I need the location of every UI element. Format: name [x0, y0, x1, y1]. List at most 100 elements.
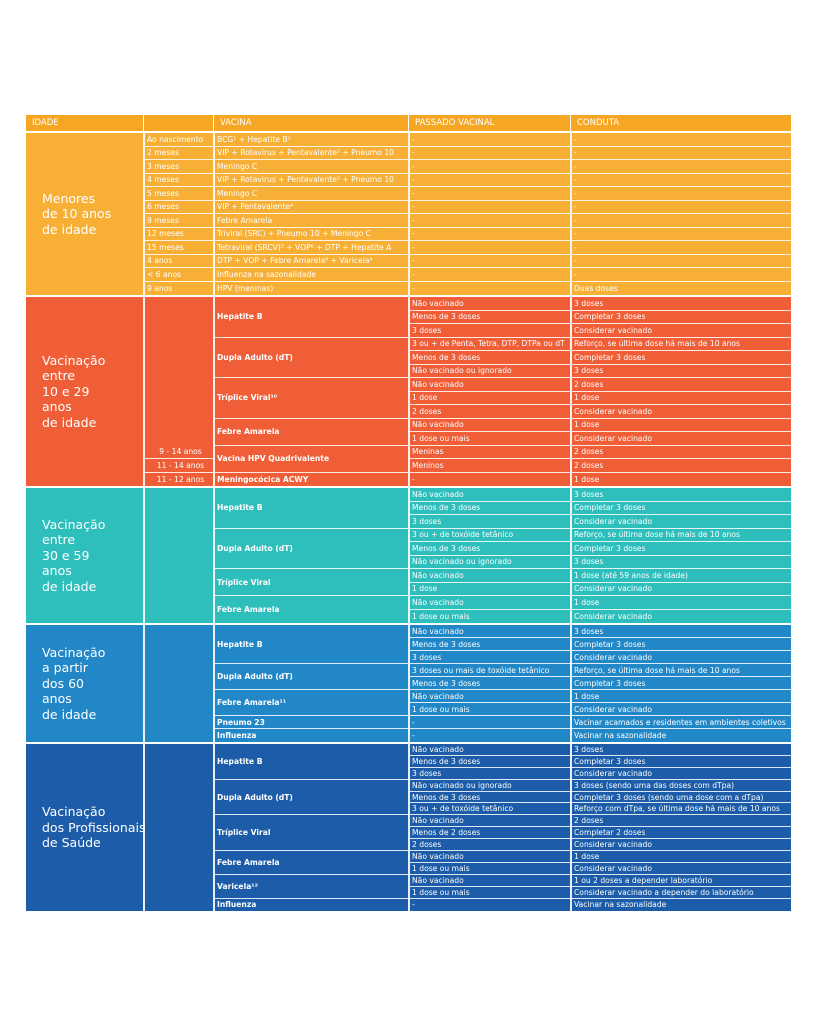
conduta-cell: Completar 3 doses	[571, 502, 791, 515]
conduta-cell: Considerar vacinado	[571, 583, 791, 596]
section-title-line: 10 e 29	[42, 383, 90, 399]
conduta-cell: 1 dose	[571, 690, 791, 703]
conduta-cell: Considerar vacinado	[571, 703, 791, 716]
conduta-cell: -	[571, 147, 791, 160]
passado-cell: Não vacinado	[409, 569, 571, 583]
age-cell: 5 meses	[144, 187, 214, 201]
passado-cell: -	[409, 228, 571, 241]
passado-cell: Não vacinado	[409, 297, 571, 311]
section-title-line: Vacinação	[42, 352, 106, 368]
age-cell: 4 anos	[144, 255, 214, 268]
section-title-line: 30 e 59	[42, 547, 90, 563]
column-divider	[143, 744, 145, 911]
section-title-line: entre	[42, 368, 76, 384]
passado-cell: 3 doses ou mais de toxóide tetânico	[409, 664, 571, 677]
conduta-cell: 1 dose (até 59 anos de idade)	[571, 569, 791, 583]
section-title-line: anos	[42, 563, 72, 579]
conduta-cell: Completar 3 doses	[571, 677, 791, 690]
conduta-cell: -	[571, 255, 791, 268]
section-title-line: de idade	[42, 221, 97, 237]
header-idade-spacer	[144, 115, 214, 131]
age-cell: 15 meses	[144, 241, 214, 255]
section-title-line: Vacinação	[42, 644, 106, 660]
conduta-cell: Completar 3 doses (sendo uma dose com a …	[571, 792, 791, 804]
vaccine-cell: Dupla Adulto (dT)	[214, 338, 409, 378]
vaccine-cell: Hepatite B	[214, 625, 409, 664]
vaccine-cell: Triviral (SRC) + Pneumo 10 + Meningo C	[214, 228, 409, 241]
section-title-line: a partir	[42, 660, 88, 676]
section-title-line: anos	[42, 399, 72, 415]
conduta-cell: 3 doses	[571, 625, 791, 638]
passado-cell: -	[409, 716, 571, 729]
passado-cell: 3 ou + de toxóide tetânico	[409, 804, 571, 816]
vaccine-cell: Pneumo 23	[214, 716, 409, 729]
section-title-line: de idade	[42, 578, 97, 594]
passado-cell: -	[412, 474, 415, 484]
section-title-line: dos 60	[42, 675, 84, 691]
conduta-cell: Considerar vacinado	[574, 611, 652, 621]
conduta-cell: -	[571, 228, 791, 241]
column-divider	[570, 488, 572, 623]
age-cell: 6 meses	[144, 201, 214, 214]
conduta-cell: Reforço, se última dose há mais de 10 an…	[571, 664, 791, 677]
section-menores: Menores de 10 anos de idade Ao nascimento BC…	[26, 133, 791, 295]
conduta-cell: 3 doses	[571, 744, 791, 756]
age-cell: 3 meses	[144, 160, 214, 174]
vaccine-cell: Febre Amarela	[214, 419, 409, 446]
vaccine-cell: Varicela¹²	[214, 875, 409, 899]
section-title-line: de 10 anos	[42, 206, 112, 222]
conduta-cell: Reforço com dTpa, se última dose há mais…	[571, 804, 791, 816]
header-vacina: VACINA	[214, 115, 409, 131]
age-cell: 11 - 12 anos	[156, 474, 205, 484]
conduta-cell: 1 dose	[571, 596, 791, 610]
section-title-line: de idade	[42, 414, 97, 430]
conduta-cell: 2 doses	[571, 446, 791, 459]
vaccine-cell: BCG¹ + Hepatite B²	[214, 133, 409, 147]
column-divider	[408, 625, 410, 742]
passado-cell: Meninos	[409, 459, 571, 473]
passado-cell: Não vacinado	[409, 851, 571, 863]
column-divider	[408, 133, 410, 295]
conduta-cell: Considerar vacinado	[571, 651, 791, 664]
conduta-cell: Considerar vacinado	[571, 863, 791, 875]
section-profissionais: Vacinação dos Profissionais de Saúde Hepati…	[26, 744, 791, 911]
vaccine-cell: Tetraviral (SRCV)⁵ + VOP⁶ + DTP + Hepati…	[214, 241, 409, 255]
conduta-cell: Completar 3 doses	[571, 311, 791, 324]
table-body: Menores de 10 anos de idade Ao nascimento BC…	[26, 133, 791, 911]
conduta-cell: -	[571, 174, 791, 187]
vaccine-cell: Influenza	[217, 900, 257, 910]
section-title-line: entre	[42, 532, 76, 548]
passado-cell: Menos de 3 doses	[409, 638, 571, 651]
passado-cell: 1 dose	[409, 392, 571, 405]
passado-cell: -	[409, 201, 571, 214]
conduta-cell: -	[571, 201, 791, 214]
passado-cell: Menos de 3 doses	[409, 677, 571, 690]
vaccine-cell: Tríplice Viral¹⁰	[214, 378, 409, 419]
age-cell: 9 - 14 anos	[144, 446, 214, 459]
section-title-line: Vacinação	[42, 804, 106, 820]
passado-cell: 1 dose ou mais	[409, 887, 571, 899]
passado-cell: -	[409, 241, 571, 255]
conduta-cell: -	[571, 160, 791, 174]
vaccination-table: IDADE VACINA PASSADO VACINAL CONDUTA Men…	[26, 115, 791, 913]
conduta-cell: -	[571, 214, 791, 228]
passado-cell: -	[412, 731, 415, 740]
column-divider	[408, 488, 410, 623]
age-cell: 9 anos	[147, 283, 173, 293]
passado-cell: 3 doses	[409, 651, 571, 664]
header-passado-vacinal: PASSADO VACINAL	[409, 115, 571, 131]
conduta-cell: 1 dose	[571, 392, 791, 405]
vaccine-cell: Hepatite B	[214, 488, 409, 529]
passado-cell: -	[409, 174, 571, 187]
section-title: Vacinação a partir dos 60 anos de idade	[42, 625, 105, 742]
section-title-line: Vacinação	[42, 516, 106, 532]
conduta-cell: -	[571, 133, 791, 147]
conduta-cell: 3 doses (sendo uma das doses com dTpa)	[571, 780, 791, 792]
passado-cell: Não vacinado	[409, 488, 571, 502]
column-divider	[213, 625, 215, 742]
section-title: Vacinação entre 10 e 29 anos de idade	[42, 297, 105, 486]
conduta-cell: Considerar vacinado	[571, 324, 791, 338]
section-title: Vacinação dos Profissionais de Saúde	[42, 744, 146, 911]
age-cell: 11 - 14 anos	[144, 459, 214, 473]
passado-cell: -	[409, 255, 571, 268]
